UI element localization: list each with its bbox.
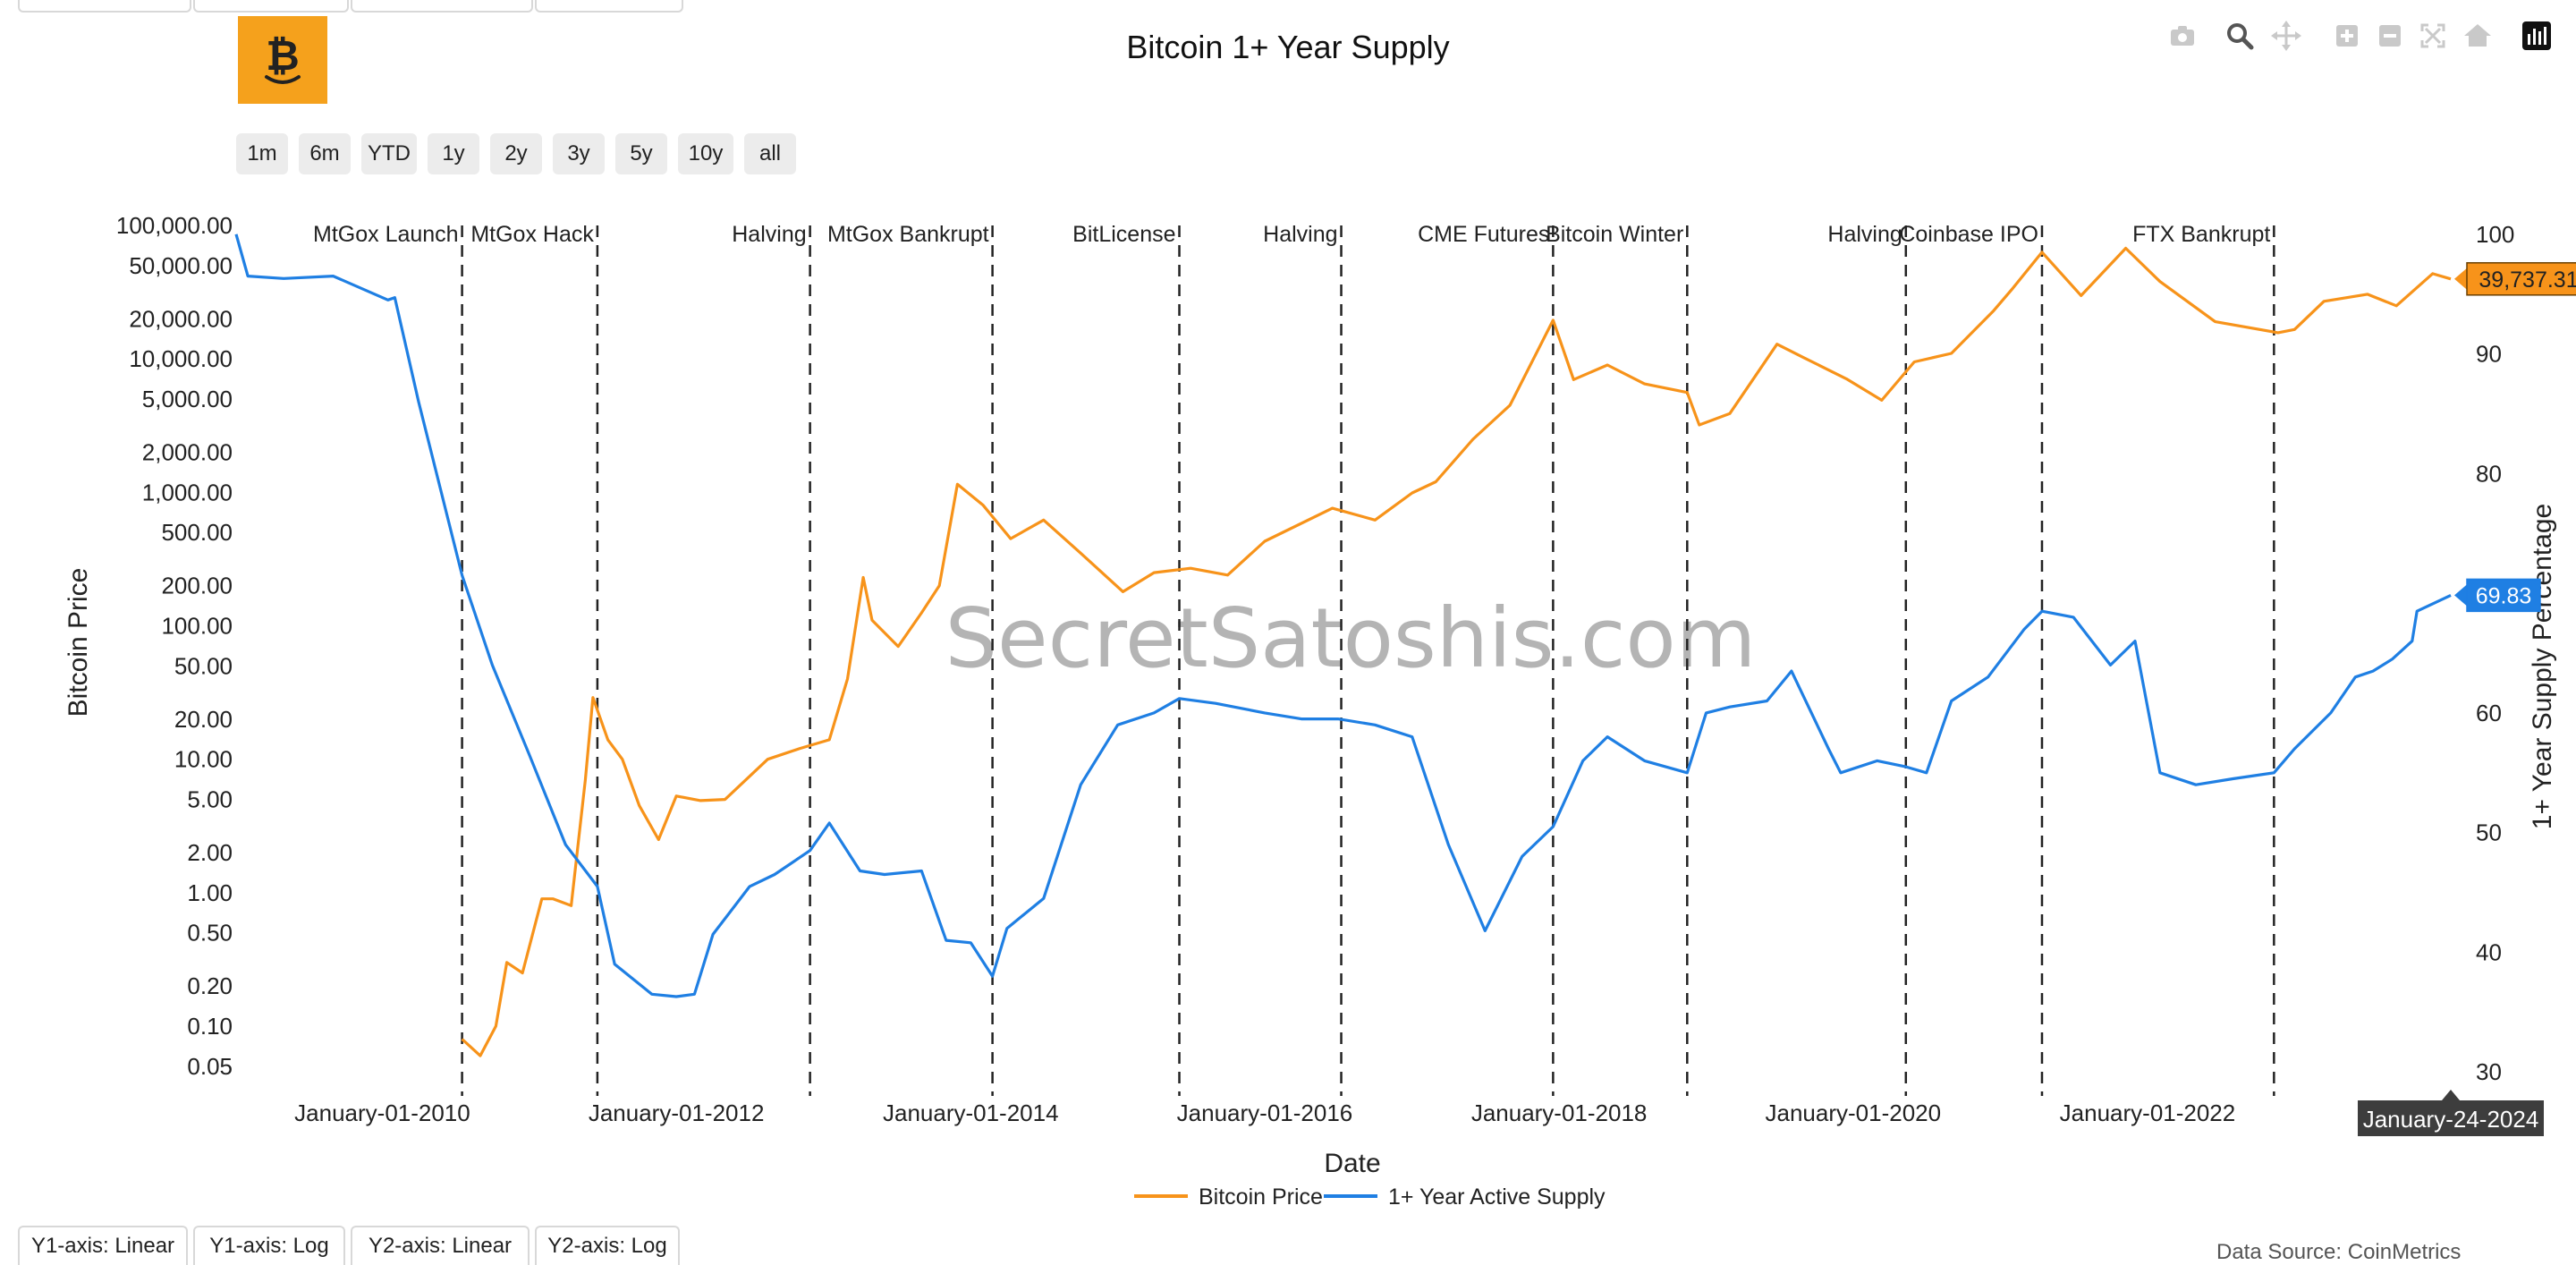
event-label: Bitcoin Winter	[1546, 222, 1683, 247]
price-value-label: 39,737.31	[2479, 267, 2576, 293]
y-tick-label: 50,000.00	[129, 252, 233, 279]
autoscale-icon[interactable]	[2415, 18, 2451, 54]
page-title: Bitcoin 1+ Year Supply	[1126, 29, 1450, 65]
event-label: MtGox Hack	[470, 222, 594, 247]
y-tick-label: 5,000.00	[142, 386, 233, 412]
plotly-logo-icon[interactable]	[2519, 18, 2555, 54]
y-tick-label: 0.50	[187, 920, 233, 947]
y1-linear-button[interactable]: Y1-axis: Linear	[18, 1226, 188, 1265]
legend-label: 1+ Year Active Supply	[1388, 1184, 1606, 1210]
y-axis-title: Bitcoin Price	[64, 568, 93, 717]
secret-satoshis-logo: ₿	[238, 16, 327, 104]
range-button-6m[interactable]: 6m	[299, 133, 351, 174]
x-tick-label: January-01-2020	[1766, 1099, 1942, 1126]
y2-linear-button[interactable]: Y2-axis: Linear	[351, 1226, 530, 1265]
x-tick-label: January-01-2018	[1471, 1099, 1648, 1126]
x-tick-label: January-01-2014	[883, 1099, 1059, 1126]
event-label: Halving	[1263, 222, 1337, 247]
price-series-line	[461, 246, 2452, 1057]
range-button-1y[interactable]: 1y	[428, 133, 479, 174]
x-tick-label: January-01-2022	[2060, 1099, 2236, 1126]
reset-axes-icon[interactable]	[2460, 18, 2496, 54]
y-tick-label: 500.00	[161, 519, 233, 546]
top-tab[interactable]	[535, 0, 683, 13]
hover-date-pointer	[2442, 1090, 2460, 1100]
supply-series-line	[234, 233, 2452, 998]
event-label: MtGox Bankrupt	[827, 222, 989, 247]
event-label: Coinbase IPO	[1899, 222, 2038, 247]
x-axis-title: Date	[1324, 1149, 1380, 1178]
y2-tick-label: 30	[2476, 1058, 2502, 1085]
y-tick-label: 10,000.00	[129, 345, 233, 372]
y-tick-label: 1,000.00	[142, 479, 233, 505]
y2-tick-label: 60	[2476, 700, 2502, 726]
event-label: FTX Bankrupt	[2132, 222, 2270, 247]
top-tab[interactable]	[18, 0, 191, 13]
range-button-5y[interactable]: 5y	[615, 133, 667, 174]
y-tick-label: 2,000.00	[142, 438, 233, 465]
range-button-all[interactable]: all	[744, 133, 796, 174]
range-button-ytd[interactable]: YTD	[361, 133, 417, 174]
pan-icon[interactable]	[2268, 18, 2304, 54]
event-label: Halving	[1827, 222, 1902, 247]
event-label: BitLicense	[1072, 222, 1175, 247]
y-tick-label: 0.10	[187, 1013, 233, 1040]
zoom-icon[interactable]	[2222, 18, 2258, 54]
hover-date-box	[2358, 1100, 2544, 1136]
top-tab[interactable]	[193, 0, 349, 13]
y2-tick-label: 40	[2476, 938, 2502, 965]
y-tick-label: 0.05	[187, 1053, 233, 1080]
x-tick-label: January-01-2010	[294, 1099, 470, 1126]
x-tick-label: January-01-2012	[589, 1099, 765, 1126]
callout-pointer	[2454, 267, 2467, 290]
y-tick-label: 10.00	[174, 746, 233, 773]
callout-box	[2466, 578, 2541, 613]
range-button-1m[interactable]: 1m	[236, 133, 288, 174]
svg-text:₿: ₿	[266, 31, 300, 80]
bitcoin-face-logo-icon: ₿	[265, 31, 301, 84]
supply-value-label: 69.83	[2476, 583, 2532, 608]
x-tick-label: January-01-2016	[1177, 1099, 1353, 1126]
hover-date-label: January-24-2024	[2363, 1106, 2539, 1133]
data-source-note: Data Source: CoinMetrics	[2216, 1240, 2462, 1264]
y-tick-label: 20,000.00	[129, 305, 233, 332]
y2-tick-label: 80	[2476, 460, 2502, 487]
y1-log-button[interactable]: Y1-axis: Log	[193, 1226, 345, 1265]
y-tick-label: 50.00	[174, 652, 233, 679]
y-tick-label: 0.20	[187, 972, 233, 999]
callout-pointer	[2454, 584, 2467, 607]
callout-box	[2466, 262, 2576, 296]
y2-log-button[interactable]: Y2-axis: Log	[535, 1226, 680, 1265]
y-tick-label: 2.00	[187, 839, 233, 866]
zoom-out-icon[interactable]	[2372, 18, 2408, 54]
event-label: Halving	[732, 222, 806, 247]
y-tick-label: 20.00	[174, 706, 233, 733]
y2-tick-label: 90	[2476, 341, 2502, 368]
y2-tick-label: 50	[2476, 819, 2502, 846]
camera-icon[interactable]	[2165, 18, 2200, 54]
y-tick-label: 200.00	[161, 573, 233, 599]
chart-modebar	[2165, 18, 2558, 54]
watermark: SecretSatoshis.com	[945, 590, 1757, 686]
range-button-3y[interactable]: 3y	[553, 133, 605, 174]
y-tick-label: 1.00	[187, 879, 233, 906]
event-label: MtGox Launch	[313, 222, 459, 247]
range-button-10y[interactable]: 10y	[678, 133, 733, 174]
y-tick-label: 100,000.00	[116, 212, 233, 239]
event-label: CME Futures	[1418, 222, 1549, 247]
zoom-in-icon[interactable]	[2329, 18, 2365, 54]
range-button-2y[interactable]: 2y	[490, 133, 542, 174]
y2-tick-label: 100	[2476, 221, 2514, 248]
legend-label: Bitcoin Price	[1199, 1184, 1323, 1210]
y-tick-label: 100.00	[161, 613, 233, 640]
top-tab[interactable]	[351, 0, 533, 13]
y-tick-label: 5.00	[187, 786, 233, 813]
y2-axis-title: 1+ Year Supply Percentage	[2528, 504, 2557, 829]
